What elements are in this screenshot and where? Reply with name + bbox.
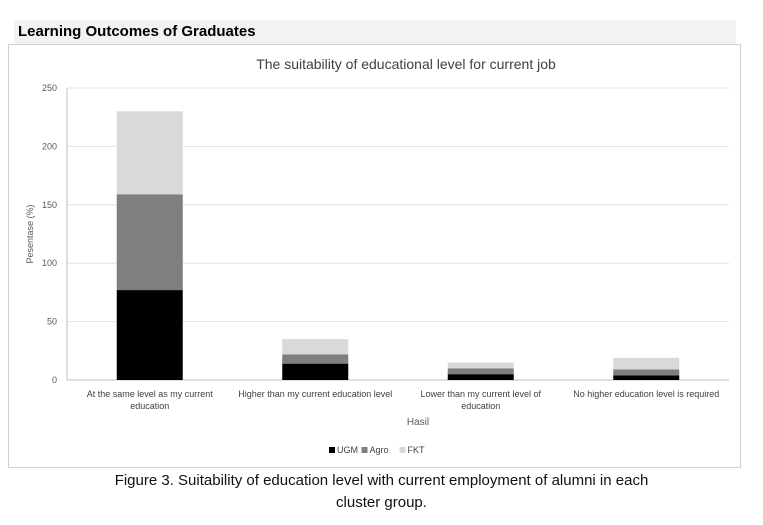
- y-tick-label: 100: [42, 258, 57, 268]
- chart-frame: The suitability of educational level for…: [8, 44, 741, 468]
- y-tick-label: 200: [42, 141, 57, 151]
- bar-fkt-1: [282, 339, 349, 355]
- legend-label-agro: Agro: [370, 445, 389, 455]
- section-title: Learning Outcomes of Graduates: [18, 23, 256, 40]
- figure-caption: Figure 3. Suitability of education level…: [0, 470, 763, 514]
- legend-label-fkt: FKT: [408, 445, 426, 455]
- caption-line-2: cluster group.: [336, 494, 427, 511]
- x-tick-label: Higher than my current education level: [238, 389, 392, 399]
- x-axis-label: Hasil: [407, 417, 429, 428]
- bar-agro-0: [116, 194, 183, 291]
- y-tick-label: 0: [52, 375, 57, 385]
- legend-swatch-fkt: [399, 447, 406, 453]
- y-axis-label: Pesentase (%): [25, 204, 35, 263]
- caption-line-1: Figure 3. Suitability of education level…: [114, 472, 649, 489]
- y-tick-label: 150: [42, 200, 57, 210]
- bar-fkt-2: [447, 362, 514, 369]
- y-tick-label: 250: [42, 83, 57, 93]
- bar-agro-1: [282, 354, 349, 364]
- stacked-bar-chart: The suitability of educational level for…: [25, 56, 729, 455]
- y-tick-label: 50: [47, 317, 57, 327]
- bar-agro-3: [613, 369, 680, 376]
- x-tick-label: education: [130, 401, 169, 411]
- x-tick-label: education: [461, 401, 500, 411]
- x-tick-label: Lower than my current level of: [420, 389, 541, 399]
- bar-fkt-0: [116, 111, 183, 195]
- x-tick-label: At the same level as my current: [87, 389, 214, 399]
- header-bar: Learning Outcomes of Graduates: [14, 20, 736, 44]
- legend-swatch-ugm: [329, 447, 335, 453]
- bar-ugm-0: [116, 290, 183, 380]
- legend-label-ugm: UGM: [337, 445, 358, 455]
- bar-agro-2: [447, 368, 514, 375]
- legend-swatch-agro: [361, 447, 368, 453]
- bar-ugm-1: [282, 363, 349, 380]
- bar-ugm-3: [613, 375, 680, 380]
- x-tick-label: No higher education level is required: [573, 389, 719, 399]
- bar-fkt-3: [613, 357, 680, 370]
- chart-title: The suitability of educational level for…: [256, 56, 556, 72]
- bar-ugm-2: [447, 374, 514, 380]
